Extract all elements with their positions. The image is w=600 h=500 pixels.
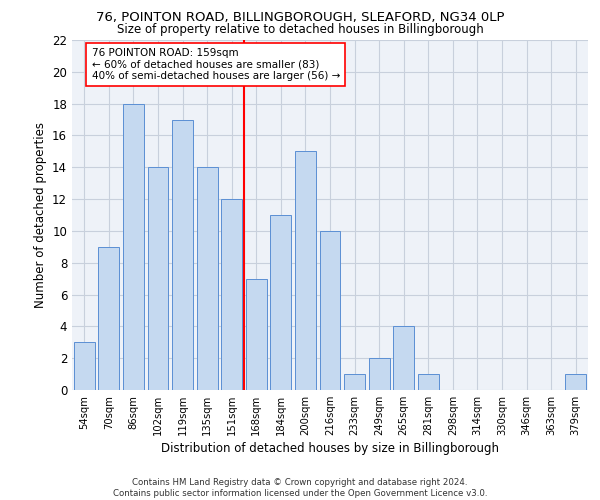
Bar [98,247,119,390]
Text: Contains HM Land Registry data © Crown copyright and database right 2024.
Contai: Contains HM Land Registry data © Crown c… [113,478,487,498]
Text: 76 POINTON ROAD: 159sqm
← 60% of detached houses are smaller (83)
40% of semi-de: 76 POINTON ROAD: 159sqm ← 60% of detache… [92,48,340,81]
Bar [393,326,414,390]
Bar [172,120,193,390]
Bar [197,168,218,390]
Bar [123,104,144,390]
X-axis label: Distribution of detached houses by size in Billingborough: Distribution of detached houses by size … [161,442,499,455]
Bar [148,168,169,390]
Bar [295,152,316,390]
Bar [368,358,389,390]
Bar [418,374,439,390]
Bar [271,215,292,390]
Bar [344,374,365,390]
Text: 76, POINTON ROAD, BILLINGBOROUGH, SLEAFORD, NG34 0LP: 76, POINTON ROAD, BILLINGBOROUGH, SLEAFO… [96,11,504,24]
Bar [74,342,95,390]
Y-axis label: Number of detached properties: Number of detached properties [34,122,47,308]
Bar [565,374,586,390]
Bar [221,199,242,390]
Bar [246,278,267,390]
Text: Size of property relative to detached houses in Billingborough: Size of property relative to detached ho… [116,22,484,36]
Bar [320,231,340,390]
